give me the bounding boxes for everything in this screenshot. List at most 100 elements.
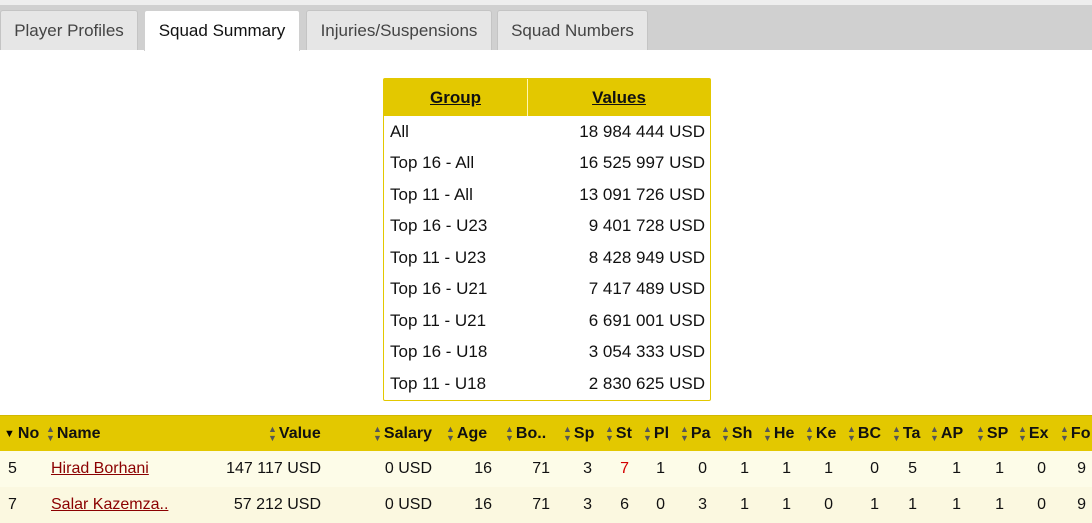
table-row: 5 Hirad Borhani 147 117 USD 0 USD 16 71 … — [0, 451, 1092, 487]
cell-bo: 71 — [532, 496, 550, 513]
sort-icon: ▲ ▼ — [976, 424, 985, 443]
table-row: 7 Salar Kazemza.. 57 212 USD 0 USD 16 71… — [0, 487, 1092, 523]
summary-group: Top 16 - All — [390, 153, 475, 173]
cell-ap: 1 — [952, 460, 961, 477]
summary-group: Top 11 - U23 — [390, 247, 487, 267]
col-header-fo[interactable]: ▲ ▼ Fo — [1060, 416, 1090, 452]
sort-icon: ▲ ▼ — [268, 424, 277, 443]
player-name-link[interactable]: Hirad Borhani — [51, 460, 149, 477]
col-header-label: Salary — [383, 425, 432, 442]
sort-icon: ▲ ▼ — [643, 424, 652, 443]
col-header-label: Sh — [731, 425, 753, 442]
cell-fo: 9 — [1077, 496, 1086, 513]
cell-fo: 9 — [1077, 460, 1086, 477]
summary-row: Top 16 - U21 7 417 489 USD — [384, 274, 710, 306]
col-header-label: Name — [56, 425, 101, 442]
col-header-sh[interactable]: ▲ ▼ Sh — [721, 416, 752, 452]
col-header-ke[interactable]: ▲ ▼ Ke — [805, 416, 836, 452]
cell-pa: 3 — [698, 496, 707, 513]
cell-bc: 1 — [870, 496, 879, 513]
cell-bo: 71 — [532, 460, 550, 477]
cell-ke: 0 — [824, 496, 833, 513]
group-column-header[interactable]: Group — [384, 79, 528, 116]
cell-pl: 0 — [656, 496, 665, 513]
col-header-sp2[interactable]: ▲ ▼ SP — [976, 416, 1008, 452]
col-header-label: He — [773, 425, 795, 442]
col-header-sp[interactable]: ▲ ▼ Sp — [563, 416, 594, 452]
col-header-label: St — [615, 425, 632, 442]
tab-squad-numbers[interactable]: Squad Numbers — [497, 10, 648, 50]
cell-he: 1 — [782, 460, 791, 477]
col-header-label: Bo.. — [515, 425, 547, 442]
summary-row: Top 16 - All 16 525 997 USD — [384, 148, 710, 180]
cell-ex: 0 — [1037, 460, 1046, 477]
cell-ke: 1 — [824, 460, 833, 477]
col-header-label: AP — [940, 425, 964, 442]
summary-value: 9 401 728 USD — [588, 216, 705, 236]
sort-icon: ▲ ▼ — [1060, 424, 1069, 443]
sort-icon: ▲ ▼ — [721, 424, 730, 443]
tab-injuries-suspensions[interactable]: Injuries/Suspensions — [306, 10, 492, 50]
cell-bc: 0 — [870, 460, 879, 477]
col-header-label: Pl — [653, 425, 670, 442]
summary-row: Top 16 - U23 9 401 728 USD — [384, 211, 710, 243]
sort-icon: ▲ ▼ — [373, 424, 382, 443]
summary-value: 3 054 333 USD — [588, 342, 705, 362]
summary-group: Top 16 - U21 — [390, 279, 488, 299]
col-header-ap[interactable]: ▲ ▼ AP — [930, 416, 963, 452]
col-header-age[interactable]: ▲ ▼ Age — [446, 416, 487, 452]
values-column-header[interactable]: Values — [528, 79, 710, 116]
summary-value: 8 428 949 USD — [588, 247, 705, 267]
cell-name[interactable]: Hirad Borhani — [51, 451, 149, 487]
summary-value: 13 091 726 USD — [579, 184, 705, 204]
summary-value: 7 417 489 USD — [588, 279, 705, 299]
cell-ta: 5 — [908, 460, 917, 477]
cell-no: 7 — [8, 496, 17, 513]
col-header-he[interactable]: ▲ ▼ He — [763, 416, 794, 452]
cell-no: 5 — [8, 460, 17, 477]
sort-icon: ▲ ▼ — [605, 424, 614, 443]
sort-icon: ▲ ▼ — [805, 424, 814, 443]
cell-ap: 1 — [952, 496, 961, 513]
cell-salary: 0 USD — [384, 496, 432, 513]
cell-ta: 1 — [908, 496, 917, 513]
cell-name[interactable]: Salar Kazemza.. — [51, 487, 168, 523]
col-header-salary[interactable]: ▲ ▼ Salary — [373, 416, 432, 452]
summary-group: All — [390, 121, 409, 141]
summary-row: All 18 984 444 USD — [384, 116, 710, 148]
summary-row: Top 16 - U18 3 054 333 USD — [384, 337, 710, 369]
col-header-label: SP — [986, 425, 1009, 442]
col-header-ex[interactable]: ▲ ▼ Ex — [1018, 416, 1049, 452]
player-name-link[interactable]: Salar Kazemza.. — [51, 496, 169, 513]
summary-group: Top 16 - U18 — [390, 342, 488, 362]
sort-icon: ▲ ▼ — [680, 424, 689, 443]
col-header-no[interactable]: ▼ No — [4, 416, 39, 452]
sort-icon: ▲ ▼ — [1018, 424, 1027, 443]
col-header-st[interactable]: ▲ ▼ St — [605, 416, 632, 452]
tab-squad-summary[interactable]: Squad Summary — [144, 10, 300, 51]
col-header-bo[interactable]: ▲ ▼ Bo.. — [505, 416, 546, 452]
cell-sp2: 1 — [995, 460, 1004, 477]
col-header-pl[interactable]: ▲ ▼ Pl — [643, 416, 669, 452]
col-header-label: Ta — [902, 425, 921, 442]
cell-st: 6 — [620, 496, 629, 513]
col-header-ta[interactable]: ▲ ▼ Ta — [892, 416, 920, 452]
cell-value: 147 117 USD — [226, 460, 321, 477]
col-header-label: Ke — [815, 425, 837, 442]
summary-value: 18 984 444 USD — [579, 121, 705, 141]
col-header-bc[interactable]: ▲ ▼ BC — [847, 416, 881, 452]
summary-group: Top 11 - U18 — [390, 373, 487, 393]
players-table: ▼ No ▲ ▼ Name ▲ ▼ Value ▲ ▼ Salary ▲ ▼ Age ▲ ▼ Bo..… — [0, 415, 1092, 523]
col-header-value[interactable]: ▲ ▼ Value — [268, 416, 321, 452]
col-header-pa[interactable]: ▲ ▼ Pa — [680, 416, 711, 452]
sort-icon: ▲ ▼ — [446, 424, 455, 443]
col-header-label: BC — [857, 425, 882, 442]
cell-ex: 0 — [1037, 496, 1046, 513]
cell-st: 7 — [620, 460, 629, 477]
cell-he: 1 — [782, 496, 791, 513]
tab-player-profiles[interactable]: Player Profiles — [0, 10, 138, 50]
squad-value-summary-table: Group Values All 18 984 444 USD Top 16 - … — [383, 78, 711, 401]
col-header-name[interactable]: ▲ ▼ Name — [46, 416, 101, 452]
summary-header: Group Values — [384, 79, 710, 116]
cell-age: 16 — [474, 496, 492, 513]
